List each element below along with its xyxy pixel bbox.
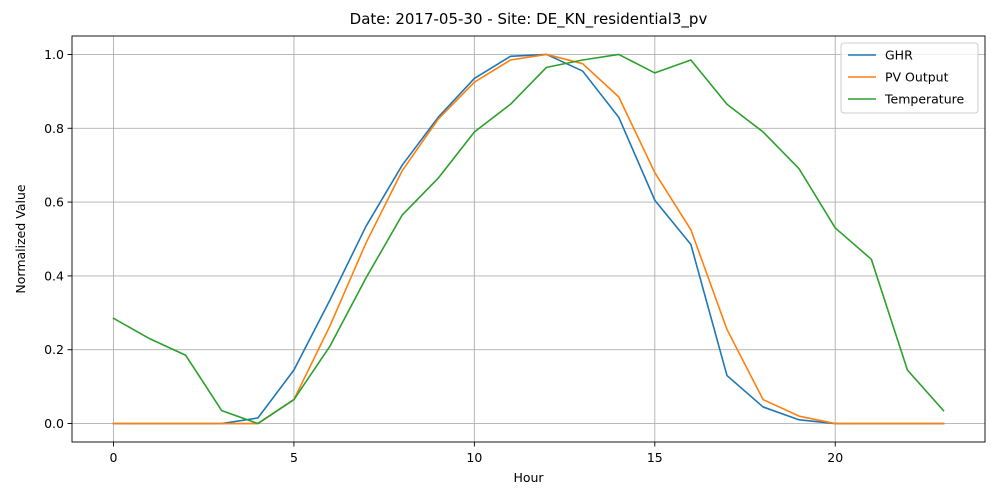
x-tick-label: 20 bbox=[827, 450, 843, 465]
x-tick-label: 5 bbox=[290, 450, 298, 465]
x-tick-label: 10 bbox=[466, 450, 482, 465]
plot-frame bbox=[71, 35, 986, 443]
series-line-pv-output bbox=[112, 53, 945, 425]
y-tick-label: 0.2 bbox=[44, 342, 64, 357]
y-axis-ticks: 0.0 0.2 0.4 0.6 0.8 1.0 bbox=[44, 47, 72, 431]
series-line-ghr bbox=[112, 53, 945, 425]
x-axis-ticks: 0 5 10 15 20 bbox=[110, 442, 843, 465]
legend-label: GHR bbox=[885, 48, 913, 63]
x-axis-label: Hour bbox=[513, 470, 544, 485]
series-lines bbox=[112, 53, 945, 425]
legend-label: Temperature bbox=[884, 92, 964, 107]
y-tick-label: 0.6 bbox=[44, 195, 64, 210]
y-axis-label: Normalized Value bbox=[13, 184, 28, 293]
legend-box bbox=[840, 42, 979, 114]
legend: GHR PV Output Temperature bbox=[840, 42, 979, 114]
series-line-temperature bbox=[112, 53, 945, 425]
y-tick-label: 0.4 bbox=[44, 268, 64, 283]
legend-label: PV Output bbox=[885, 70, 949, 85]
y-tick-label: 0.8 bbox=[44, 121, 64, 136]
y-tick-label: 1.0 bbox=[44, 47, 64, 62]
x-tick-label: 15 bbox=[647, 450, 663, 465]
y-tick-label: 0.0 bbox=[44, 416, 64, 431]
x-tick-label: 0 bbox=[110, 450, 118, 465]
chart-title: Date: 2017-05-30 - Site: DE_KN_residenti… bbox=[350, 10, 708, 29]
